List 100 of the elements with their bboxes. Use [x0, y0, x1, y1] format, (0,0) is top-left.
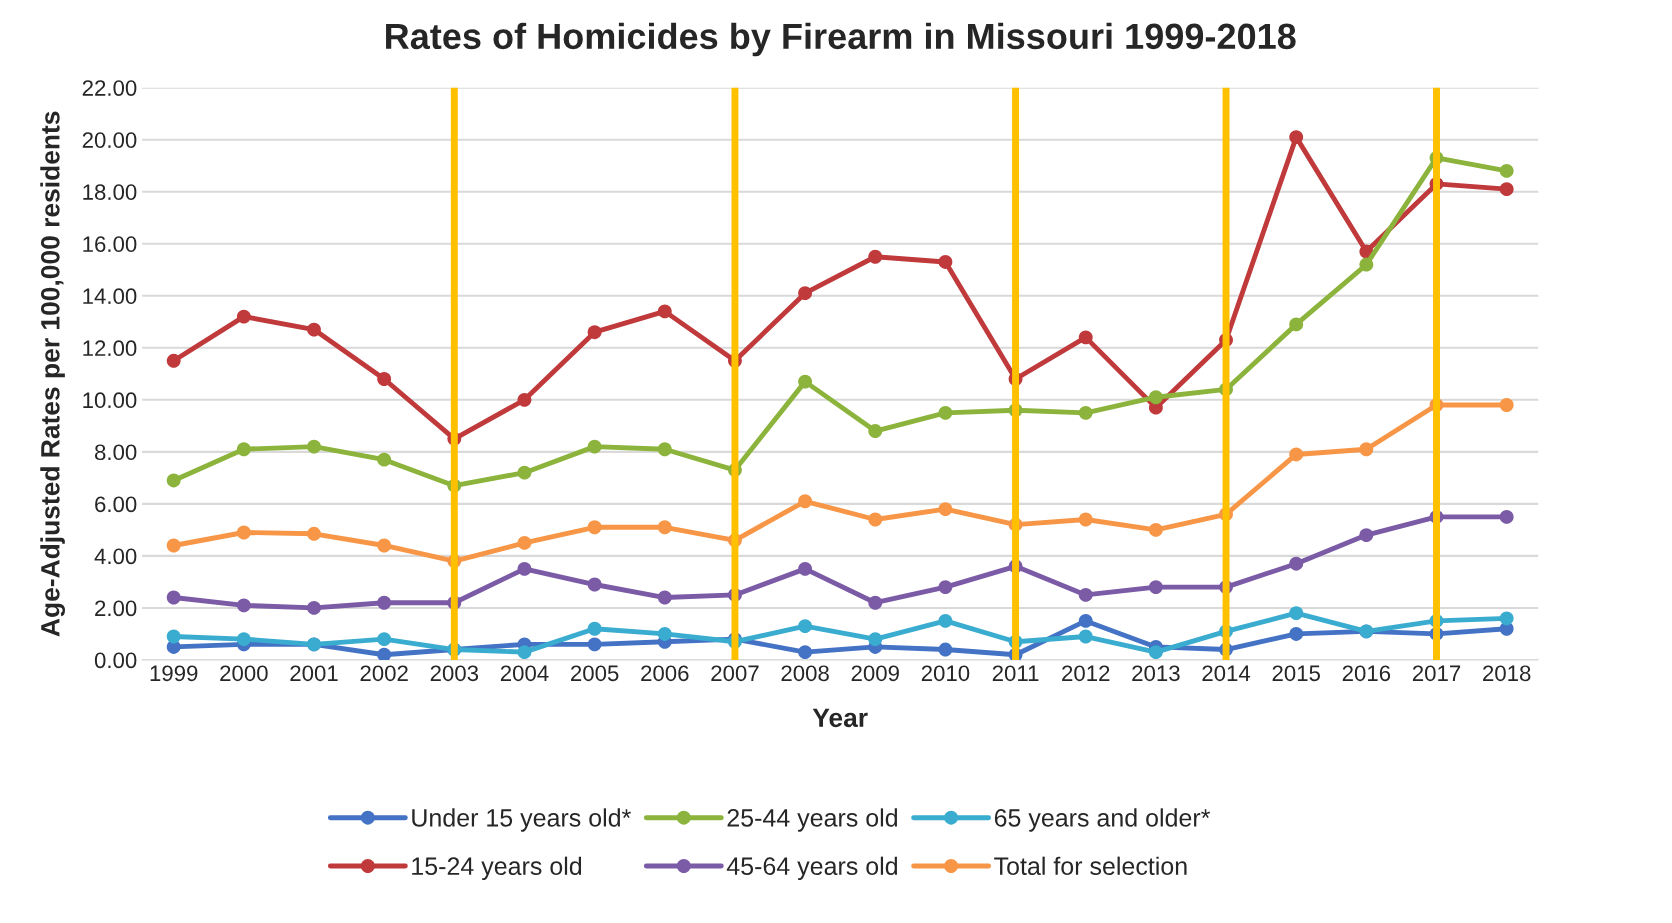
point — [1078, 613, 1093, 628]
point — [517, 561, 532, 576]
x-tick-label: 2017 — [1412, 665, 1461, 682]
point — [307, 600, 321, 615]
y-tick-label: 2.00 — [95, 600, 137, 617]
point — [307, 439, 321, 454]
point — [1499, 182, 1514, 197]
point — [587, 325, 602, 340]
point — [1078, 405, 1093, 420]
y-tick-label: 0.00 — [94, 652, 137, 669]
point — [166, 538, 181, 553]
point — [517, 392, 532, 407]
point — [798, 374, 813, 389]
point — [1148, 522, 1163, 537]
x-tick-label: 2008 — [781, 665, 829, 682]
point — [657, 304, 672, 319]
x-tick-label: 2009 — [851, 665, 899, 682]
point — [1078, 587, 1093, 602]
point — [517, 645, 532, 660]
y-tick-label: 4.00 — [94, 548, 137, 565]
chart-title: Rates of Homicides by Firearm in Missouri 1999-2018 — [386, 22, 1296, 57]
point — [798, 494, 813, 509]
y-tick-label: 22.00 — [82, 80, 137, 96]
point — [587, 439, 602, 454]
point — [166, 353, 181, 368]
point — [657, 626, 672, 641]
point — [657, 442, 672, 457]
point — [1289, 556, 1304, 571]
point — [868, 424, 883, 438]
point — [1148, 645, 1163, 660]
point — [657, 590, 672, 605]
y-tick-label: 12.00 — [83, 340, 137, 357]
x-tick-label: 2001 — [290, 665, 338, 682]
y-tick-label: 8.00 — [94, 444, 137, 461]
y-tick-label: 16.00 — [83, 236, 137, 253]
point — [868, 632, 883, 647]
point — [798, 645, 813, 660]
point — [1359, 442, 1374, 457]
y-tick-label: 18.00 — [83, 184, 137, 200]
x-tick-label: 2002 — [360, 665, 408, 682]
point — [1359, 528, 1374, 543]
point — [938, 405, 953, 420]
point — [236, 598, 251, 613]
x-tick-label: 2000 — [220, 665, 268, 682]
y-axis-title: Age-Adjusted Rates per 100,000 residents — [40, 111, 65, 637]
x-tick-label: 1999 — [150, 665, 198, 682]
point — [1499, 611, 1514, 626]
point — [868, 512, 883, 527]
x-tick-label: 2011 — [992, 665, 1039, 682]
legend-label: 25-44 years old — [727, 808, 898, 832]
point — [868, 595, 883, 610]
x-tick-label: 2013 — [1132, 665, 1180, 682]
x-tick-label: 2014 — [1202, 665, 1251, 682]
x-axis-title: Year — [812, 708, 868, 728]
point — [1499, 163, 1514, 178]
point — [166, 629, 181, 644]
point — [236, 525, 251, 540]
point — [236, 442, 251, 457]
point — [517, 465, 532, 480]
point — [1148, 580, 1163, 595]
point — [236, 309, 251, 324]
point — [1499, 398, 1514, 412]
point — [166, 590, 181, 605]
point — [798, 286, 813, 301]
legend-label: 15-24 years old — [412, 856, 582, 880]
point — [377, 595, 392, 610]
point — [1078, 512, 1093, 527]
legend-label: Total for selection — [994, 856, 1187, 876]
point — [1289, 606, 1304, 621]
legend-label: 65 years and older* — [994, 808, 1211, 832]
y-tick-label: 14.00 — [83, 288, 137, 305]
point — [377, 632, 392, 647]
point — [236, 632, 251, 647]
legend-label: 45-64 years old — [726, 856, 898, 880]
point — [798, 619, 813, 634]
point — [938, 642, 953, 657]
point — [517, 535, 532, 550]
x-tick-label: 2007 — [711, 665, 759, 682]
point — [1148, 390, 1163, 405]
point — [307, 322, 321, 337]
point — [1289, 626, 1304, 641]
x-tick-label: 2018 — [1483, 665, 1531, 682]
point — [938, 580, 953, 595]
point — [377, 647, 392, 660]
point — [1289, 317, 1304, 332]
point — [587, 621, 602, 636]
x-tick-label: 2004 — [500, 665, 549, 682]
point — [1289, 130, 1304, 145]
x-tick-label: 2010 — [921, 665, 970, 682]
x-tick-label: 2015 — [1272, 665, 1320, 682]
point — [1289, 447, 1304, 462]
point — [587, 637, 602, 652]
point — [307, 526, 321, 541]
point — [938, 255, 953, 269]
y-tick-label: 20.00 — [82, 132, 137, 148]
point — [377, 452, 392, 467]
x-tick-label: 2012 — [1062, 665, 1110, 682]
point — [1499, 509, 1514, 524]
point — [1078, 629, 1093, 644]
point — [798, 561, 813, 576]
